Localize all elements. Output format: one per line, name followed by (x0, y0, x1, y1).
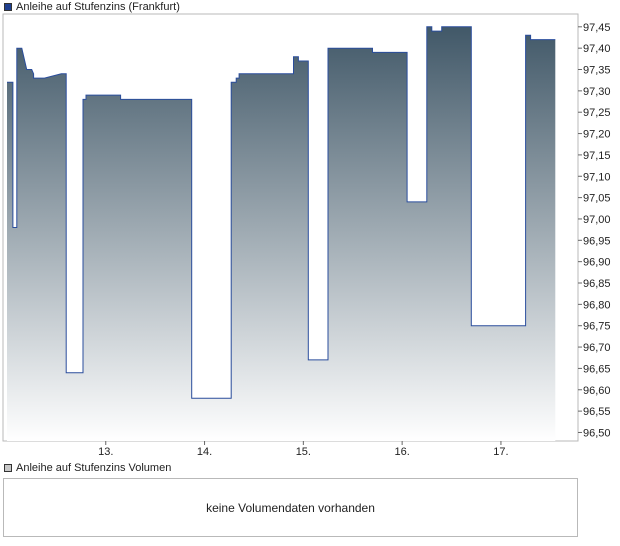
y-tick-label: 96,95 (583, 235, 611, 247)
volume-legend-label: Anleihe auf Stufenzins Volumen (16, 462, 172, 474)
price-legend-label: Anleihe auf Stufenzins (Frankfurt) (16, 1, 180, 13)
volume-panel: keine Volumendaten vorhanden (3, 478, 578, 537)
x-tick-label: 14. (197, 446, 212, 458)
y-tick-label: 97,40 (583, 43, 611, 55)
y-tick-label: 96,75 (583, 321, 611, 333)
y-tick-label: 96,85 (583, 278, 611, 290)
volume-legend: Anleihe auf Stufenzins Volumen (4, 461, 171, 475)
y-tick-label: 96,80 (583, 299, 611, 311)
x-tick-label: 17. (493, 446, 508, 458)
volume-empty-message: keine Volumendaten vorhanden (206, 500, 375, 515)
y-tick-label: 96,70 (583, 342, 611, 354)
y-tick-label: 97,45 (583, 22, 611, 34)
price-chart: 96,50 96,55 96,60 96,65 96,70 96,75 96,80 96,85… (2, 13, 611, 458)
series-area-0 (7, 26, 556, 441)
y-tick-label: 96,55 (583, 406, 611, 418)
y-tick-label: 96,90 (583, 257, 611, 269)
x-tick-label: 15. (296, 446, 311, 458)
x-tick-label: 16. (394, 446, 409, 458)
y-tick-label: 97,30 (583, 86, 611, 98)
series-line-0 (7, 26, 556, 399)
price-legend-swatch (4, 3, 12, 11)
y-tick-label: 96,50 (583, 427, 611, 439)
x-tick-label: 13. (98, 446, 113, 458)
volume-legend-swatch (4, 464, 12, 472)
y-tick-label: 97,00 (583, 214, 611, 226)
y-tick-label: 96,60 (583, 385, 611, 397)
y-tick-label: 97,15 (583, 150, 611, 162)
y-tick-label: 97,10 (583, 171, 611, 183)
y-tick-label: 97,05 (583, 193, 611, 205)
price-legend: Anleihe auf Stufenzins (Frankfurt) (4, 0, 180, 14)
y-tick-label: 97,20 (583, 129, 611, 141)
y-tick-label: 97,35 (583, 65, 611, 77)
y-tick-label: 97,25 (583, 107, 611, 119)
y-tick-label: 96,65 (583, 363, 611, 375)
